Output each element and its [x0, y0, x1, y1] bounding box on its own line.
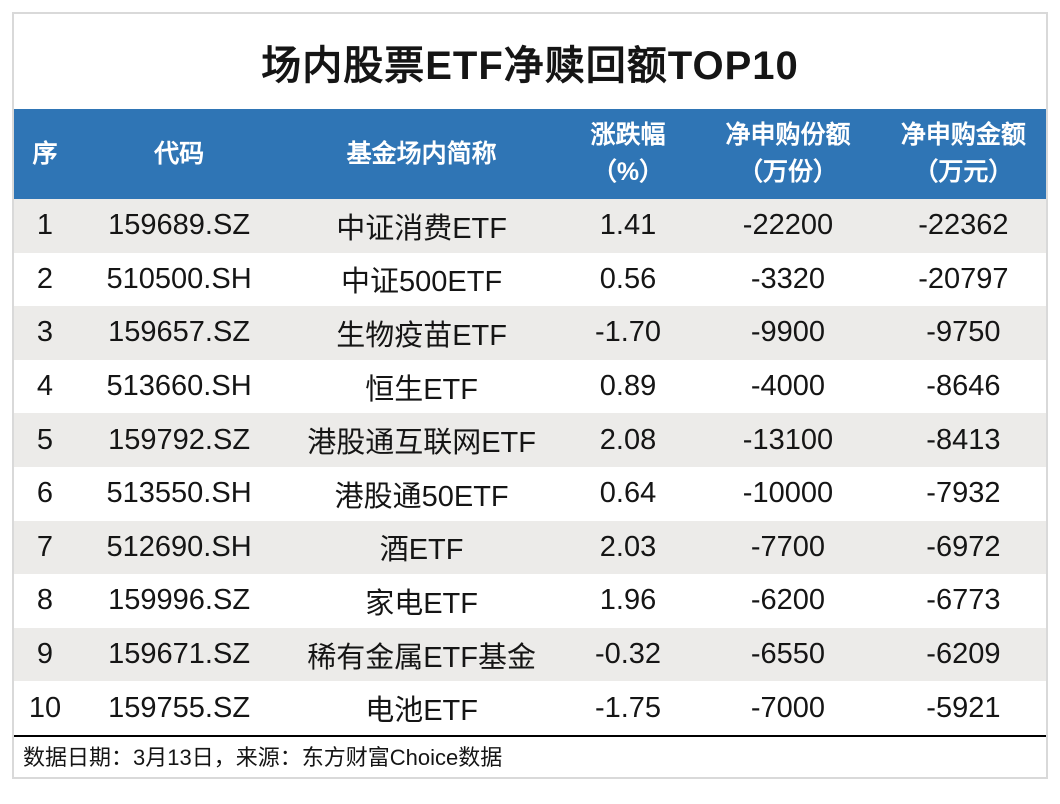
table-row: 3 159657.SZ 生物疫苗ETF -1.70 -9900 -9750 — [14, 306, 1046, 360]
cell-name: 中证500ETF — [341, 266, 503, 299]
cell-shares: -4000 — [750, 370, 826, 403]
cell-name: 电池ETF — [365, 695, 478, 728]
cell-change: 0.89 — [599, 370, 657, 403]
column-header-label: 代码 — [154, 139, 205, 168]
cell-seq: 5 — [36, 423, 54, 456]
cell-seq: 3 — [36, 316, 54, 349]
cell-change: 1.41 — [599, 209, 657, 242]
source-note: 数据日期：3月13日，来源：东方财富Choice数据 — [23, 745, 503, 771]
table-row: 2 510500.SH 中证500ETF 0.56 -3320 -20797 — [14, 253, 1046, 307]
cell-code: 159689.SZ — [108, 209, 251, 242]
cell-change: 0.64 — [599, 477, 657, 510]
column-header-label: 涨跌幅 — [590, 121, 666, 149]
cell-shares: -9900 — [750, 316, 826, 349]
column-header-label: 序 — [32, 139, 58, 168]
source-note-bar: 数据日期：3月13日，来源：东方财富Choice数据 — [14, 734, 1046, 776]
table-row: 10 159755.SZ 电池ETF -1.75 -7000 -5921 — [14, 681, 1046, 735]
cell-seq: 4 — [36, 370, 54, 403]
column-header-change: 涨跌幅 （%） — [561, 109, 695, 199]
cell-shares: -7700 — [750, 530, 826, 563]
cell-seq: 9 — [36, 638, 54, 671]
column-header-name: 基金场内简称 — [282, 109, 561, 199]
table-row: 7 512690.SH 酒ETF 2.03 -7700 -6972 — [14, 520, 1046, 575]
cell-code: 510500.SH — [106, 262, 252, 295]
cell-name: 港股通互联网ETF — [307, 427, 536, 460]
cell-code: 513550.SH — [106, 477, 252, 510]
cell-seq: 6 — [36, 477, 54, 510]
cell-amount: -9750 — [926, 316, 1001, 349]
cell-shares: -13100 — [742, 423, 834, 456]
cell-amount: -22362 — [918, 209, 1009, 242]
table-row: 6 513550.SH 港股通50ETF 0.64 -10000 -7932 — [14, 467, 1046, 521]
table-row: 8 159996.SZ 家电ETF 1.96 -6200 -6773 — [14, 574, 1046, 628]
table-card: 场内股票ETF净赎回额TOP10 序 代码 基金场内简称 涨跌幅 （%） 净申购… — [12, 12, 1048, 779]
table-body: 1 159689.SZ 中证消费ETF 1.41 -22200 -22362 2… — [14, 199, 1046, 735]
cell-code: 159996.SZ — [108, 584, 251, 617]
column-header-unit: （%） — [591, 158, 665, 186]
cell-code: 159792.SZ — [108, 423, 251, 456]
column-header-unit: （万份） — [737, 158, 838, 186]
cell-shares: -10000 — [742, 477, 834, 510]
cell-seq: 10 — [28, 691, 62, 724]
cell-name: 酒ETF — [379, 534, 464, 567]
cell-name: 港股通50ETF — [334, 480, 509, 513]
column-header-shares: 净申购份额 （万份） — [695, 109, 881, 199]
cell-amount: -8413 — [926, 423, 1001, 456]
cell-amount: -8646 — [926, 370, 1001, 403]
table-row: 1 159689.SZ 中证消费ETF 1.41 -22200 -22362 — [14, 199, 1046, 253]
cell-amount: -20797 — [918, 262, 1009, 295]
cell-name: 恒生ETF — [365, 373, 478, 406]
column-header-amount: 净申购金额 （万元） — [881, 109, 1046, 199]
cell-seq: 8 — [36, 584, 54, 617]
cell-change: 0.56 — [599, 262, 657, 295]
cell-code: 513660.SH — [106, 370, 252, 403]
cell-seq: 7 — [36, 530, 54, 563]
cell-change: -1.70 — [594, 316, 662, 349]
column-header-label: 净申购份额 — [725, 121, 851, 149]
column-header-code: 代码 — [76, 109, 282, 199]
cell-amount: -5921 — [926, 691, 1001, 724]
cell-change: 2.03 — [599, 530, 657, 563]
cell-name: 中证消费ETF — [336, 212, 507, 245]
cell-shares: -7000 — [750, 691, 826, 724]
table-row: 4 513660.SH 恒生ETF 0.89 -4000 -8646 — [14, 360, 1046, 414]
column-header-label: 净申购金额 — [900, 121, 1026, 149]
table-row: 9 159671.SZ 稀有金属ETF基金 -0.32 -6550 -6209 — [14, 627, 1046, 682]
title-area: 场内股票ETF净赎回额TOP10 — [14, 14, 1046, 109]
cell-amount: -6209 — [926, 638, 1001, 671]
cell-name: 生物疫苗ETF — [336, 319, 507, 352]
column-header-seq: 序 — [14, 109, 76, 199]
cell-change: 2.08 — [599, 423, 657, 456]
table-title: 场内股票ETF净赎回额TOP10 — [261, 43, 799, 88]
cell-seq: 1 — [36, 209, 54, 242]
cell-name: 家电ETF — [365, 587, 478, 620]
cell-code: 159657.SZ — [108, 316, 251, 349]
cell-code: 512690.SH — [106, 530, 252, 563]
cell-shares: -22200 — [742, 209, 834, 242]
table-row: 5 159792.SZ 港股通互联网ETF 2.08 -13100 -8413 — [14, 413, 1046, 467]
cell-change: -0.32 — [594, 638, 662, 671]
column-header-unit: （万元） — [913, 158, 1014, 186]
cell-shares: -6200 — [750, 584, 826, 617]
cell-change: -1.75 — [594, 691, 662, 724]
cell-code: 159755.SZ — [108, 691, 251, 724]
cell-code: 159671.SZ — [108, 638, 251, 671]
cell-amount: -7932 — [926, 477, 1001, 510]
table-header-row: 序 代码 基金场内简称 涨跌幅 （%） 净申购份额 （万份） 净申购金额 （万元… — [14, 109, 1046, 199]
cell-name: 稀有金属ETF基金 — [307, 641, 536, 674]
cell-amount: -6773 — [926, 584, 1001, 617]
cell-change: 1.96 — [599, 584, 657, 617]
cell-seq: 2 — [36, 262, 54, 295]
cell-shares: -6550 — [750, 638, 826, 671]
column-header-label: 基金场内简称 — [346, 139, 497, 168]
cell-amount: -6972 — [926, 530, 1001, 563]
cell-shares: -3320 — [750, 262, 826, 295]
